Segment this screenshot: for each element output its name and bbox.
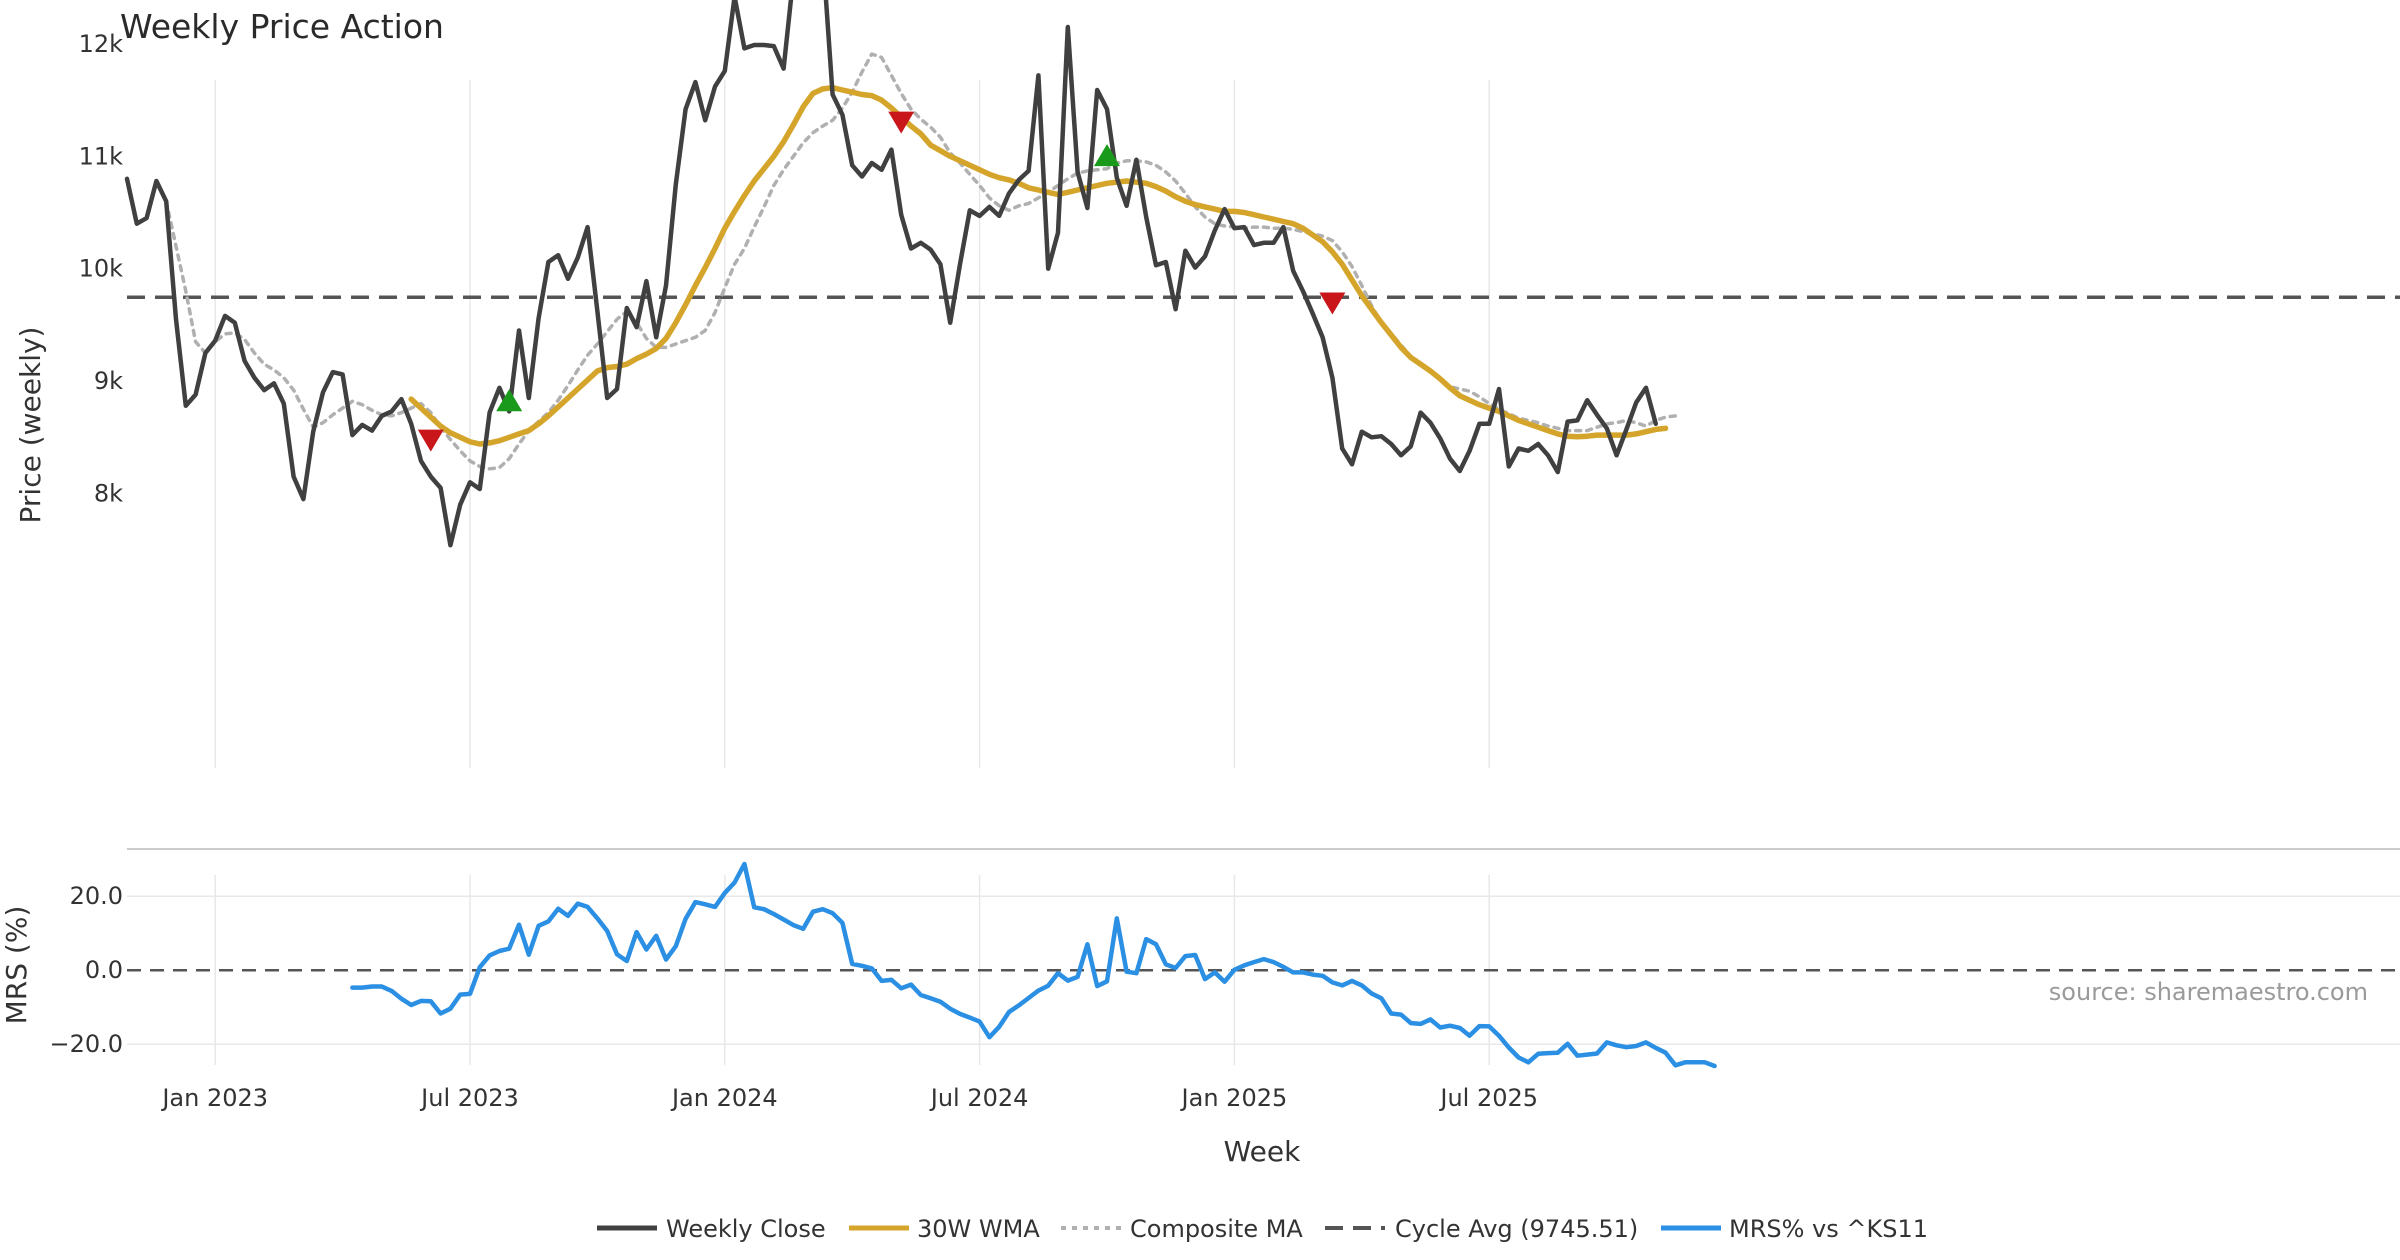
- mrs-y-tick-label: −20.0: [49, 1030, 123, 1058]
- mrs-axis-title: MRS (%): [0, 906, 33, 1025]
- 30w-wma-line: [408, 84, 1669, 447]
- mrs-y-tick-label: 0.0: [85, 956, 123, 984]
- x-tick-label: Jan 2024: [670, 1084, 778, 1112]
- sell-signal-marker: [1319, 292, 1346, 315]
- price-axis-title: Price (weekly): [14, 327, 47, 524]
- x-tick-label: Jul 2025: [1438, 1084, 1538, 1112]
- legend-label: Weekly Close: [666, 1215, 826, 1243]
- mrs-line: [350, 861, 1717, 1069]
- legend-label: 30W WMA: [917, 1215, 1040, 1243]
- x-axis-title: Week: [1224, 1135, 1301, 1168]
- price-y-tick-label: 12k: [79, 30, 124, 58]
- buy-signal-marker: [496, 389, 523, 412]
- mrs-y-tick-label: 20.0: [70, 882, 123, 910]
- x-tick-label: Jul 2024: [929, 1084, 1029, 1112]
- price-y-tick-label: 9k: [94, 367, 123, 395]
- buy-signal-marker: [1094, 144, 1120, 167]
- legend-label: MRS% vs ^KS11: [1729, 1215, 1928, 1243]
- legend-label: Composite MA: [1130, 1215, 1303, 1243]
- sell-signal-marker: [888, 111, 915, 134]
- weekly-close-line: [124, 0, 1659, 548]
- chart-title: Weekly Price Action: [120, 7, 444, 46]
- price-y-tick-label: 11k: [79, 142, 124, 170]
- x-tick-label: Jul 2023: [419, 1084, 519, 1112]
- legend-label: Cycle Avg (9745.51): [1395, 1215, 1638, 1243]
- x-tick-label: Jan 2023: [160, 1084, 268, 1112]
- source-annotation: source: sharemaestro.com: [2049, 978, 2368, 1006]
- sell-signal-marker: [417, 429, 444, 452]
- x-tick-label: Jan 2025: [1180, 1084, 1288, 1112]
- price-y-tick-label: 10k: [79, 255, 124, 283]
- price-y-tick-label: 8k: [94, 480, 123, 508]
